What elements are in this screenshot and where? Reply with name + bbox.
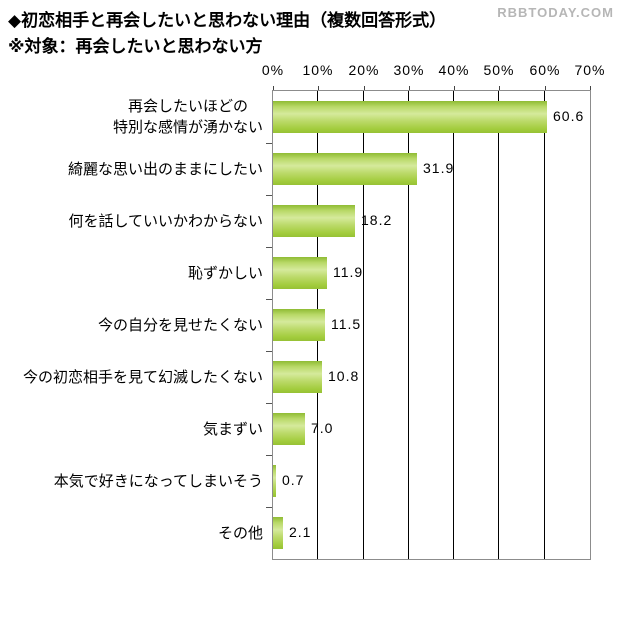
category-label: 今の自分を見せたくない bbox=[97, 316, 263, 334]
category-label: 再会したいほどの 特別な感情が湧かない bbox=[112, 98, 263, 136]
bar bbox=[273, 309, 325, 341]
category-tick-mark bbox=[266, 143, 272, 144]
category-label: その他 bbox=[217, 524, 263, 542]
x-tick-label: 40% bbox=[438, 62, 470, 78]
category-label: 今の初恋相手を見て幻滅したくない bbox=[22, 368, 263, 386]
gridline bbox=[544, 91, 545, 559]
x-tick-mark bbox=[364, 86, 365, 90]
x-tick-label: 20% bbox=[348, 62, 380, 78]
bar bbox=[273, 257, 327, 289]
bar bbox=[273, 465, 276, 497]
value-label: 0.7 bbox=[282, 472, 305, 488]
chart-title: ◆初恋相手と再会したいと思わない理由（複数回答形式） bbox=[8, 11, 447, 30]
value-label: 60.6 bbox=[553, 108, 585, 124]
bar bbox=[273, 361, 322, 393]
value-label: 31.9 bbox=[423, 160, 455, 176]
category-label: 恥ずかしい bbox=[187, 264, 263, 282]
category-tick-mark bbox=[266, 351, 272, 352]
category-label: 綺麗な思い出のままにしたい bbox=[67, 160, 263, 178]
watermark-text: RBBTODAY.COM bbox=[497, 5, 614, 20]
category-tick-mark bbox=[266, 403, 272, 404]
x-tick-label: 0% bbox=[261, 62, 285, 78]
gridline bbox=[498, 91, 499, 559]
bar bbox=[273, 413, 305, 445]
bar bbox=[273, 101, 547, 133]
value-label: 10.8 bbox=[328, 368, 360, 384]
gridline bbox=[408, 91, 409, 559]
chart-page: { "header": { "title": "◆初恋相手と再会したいと思わない… bbox=[8, 5, 614, 560]
x-tick-label: 30% bbox=[393, 62, 425, 78]
bar bbox=[273, 205, 355, 237]
x-tick-mark bbox=[409, 86, 410, 90]
value-label: 11.5 bbox=[331, 316, 362, 332]
category-label: 何を話していいかわからない bbox=[68, 212, 263, 230]
gridline bbox=[363, 91, 364, 559]
bar bbox=[273, 517, 283, 549]
category-tick-mark bbox=[266, 455, 272, 456]
x-tick-mark bbox=[590, 86, 591, 90]
chart-subtitle: ※対象：再会したいと思わない方 bbox=[8, 37, 263, 56]
plot-area: 全体【n=573】 60.631.918.211.911.510.87.00.7… bbox=[272, 90, 591, 560]
x-tick-label: 60% bbox=[529, 62, 561, 78]
x-tick-label: 10% bbox=[302, 62, 334, 78]
category-tick-mark bbox=[266, 299, 272, 300]
x-tick-label: 70% bbox=[574, 62, 606, 78]
value-label: 2.1 bbox=[289, 524, 312, 540]
category-tick-mark bbox=[266, 507, 272, 508]
x-tick-mark bbox=[454, 86, 455, 90]
category-tick-mark bbox=[266, 195, 272, 196]
x-tick-label: 50% bbox=[483, 62, 515, 78]
value-label: 18.2 bbox=[361, 212, 393, 228]
x-tick-mark bbox=[499, 86, 500, 90]
value-label: 7.0 bbox=[311, 420, 334, 436]
gridline bbox=[453, 91, 454, 559]
x-tick-mark bbox=[273, 86, 274, 90]
category-label: 気まずい bbox=[202, 420, 263, 438]
bar bbox=[273, 153, 417, 185]
value-label: 11.9 bbox=[333, 264, 364, 280]
category-tick-mark bbox=[266, 247, 272, 248]
x-tick-mark bbox=[318, 86, 319, 90]
x-tick-mark bbox=[545, 86, 546, 90]
category-label: 本気で好きになってしまいそう bbox=[53, 472, 263, 490]
